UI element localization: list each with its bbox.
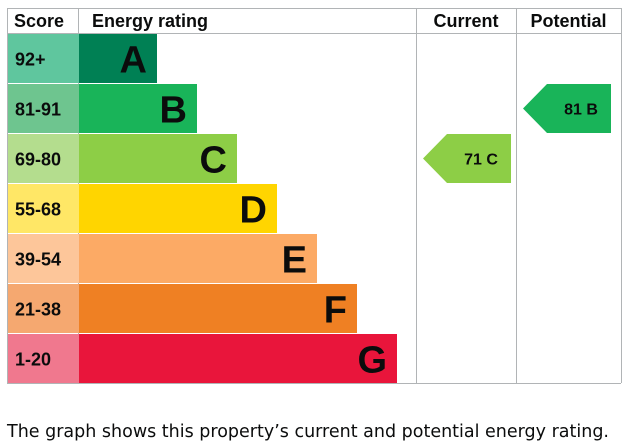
rating-letter-d: D <box>240 190 267 232</box>
rating-bar-g <box>79 334 397 383</box>
chart-caption: The graph shows this property’s current … <box>7 422 609 442</box>
rating-bar-c <box>79 134 237 183</box>
score-range-b: 81-91 <box>15 100 61 120</box>
score-cell-b <box>8 84 80 133</box>
rating-letter-a: A <box>120 40 147 82</box>
epc-chart: Score Energy rating Current Potential 92+ A 81… <box>7 8 622 384</box>
rating-bar-a <box>79 34 157 83</box>
score-range-a: 92+ <box>15 50 46 70</box>
score-cell-c <box>8 134 80 183</box>
current-rating-label: 71 C <box>464 152 498 169</box>
rating-letter-e: E <box>282 240 307 282</box>
rating-letter-c: C <box>200 140 227 182</box>
rating-letter-f: F <box>324 290 347 332</box>
score-cell-e <box>8 234 80 283</box>
rating-bar-f <box>79 284 357 333</box>
rating-bar-d <box>79 184 277 233</box>
rating-bar-b <box>79 84 197 133</box>
current-rating-arrow <box>423 134 511 183</box>
rating-bar-e <box>79 234 317 283</box>
score-range-f: 21-38 <box>15 300 61 320</box>
rating-letter-g: G <box>357 340 387 382</box>
score-cell-g <box>8 334 80 383</box>
score-cell-d <box>8 184 80 233</box>
header-energy-rating: Energy rating <box>92 11 208 31</box>
potential-rating-label: 81 B <box>564 102 598 119</box>
header-potential: Potential <box>530 11 606 31</box>
header-current: Current <box>433 11 498 31</box>
score-cell-f <box>8 284 80 333</box>
rating-letter-b: B <box>160 90 187 132</box>
score-cell-a <box>8 34 80 83</box>
score-range-d: 55-68 <box>15 200 61 220</box>
potential-rating-arrow <box>523 84 611 133</box>
score-range-c: 69-80 <box>15 150 61 170</box>
score-range-g: 1-20 <box>15 350 51 370</box>
header-score: Score <box>14 11 64 31</box>
score-range-e: 39-54 <box>15 250 61 270</box>
